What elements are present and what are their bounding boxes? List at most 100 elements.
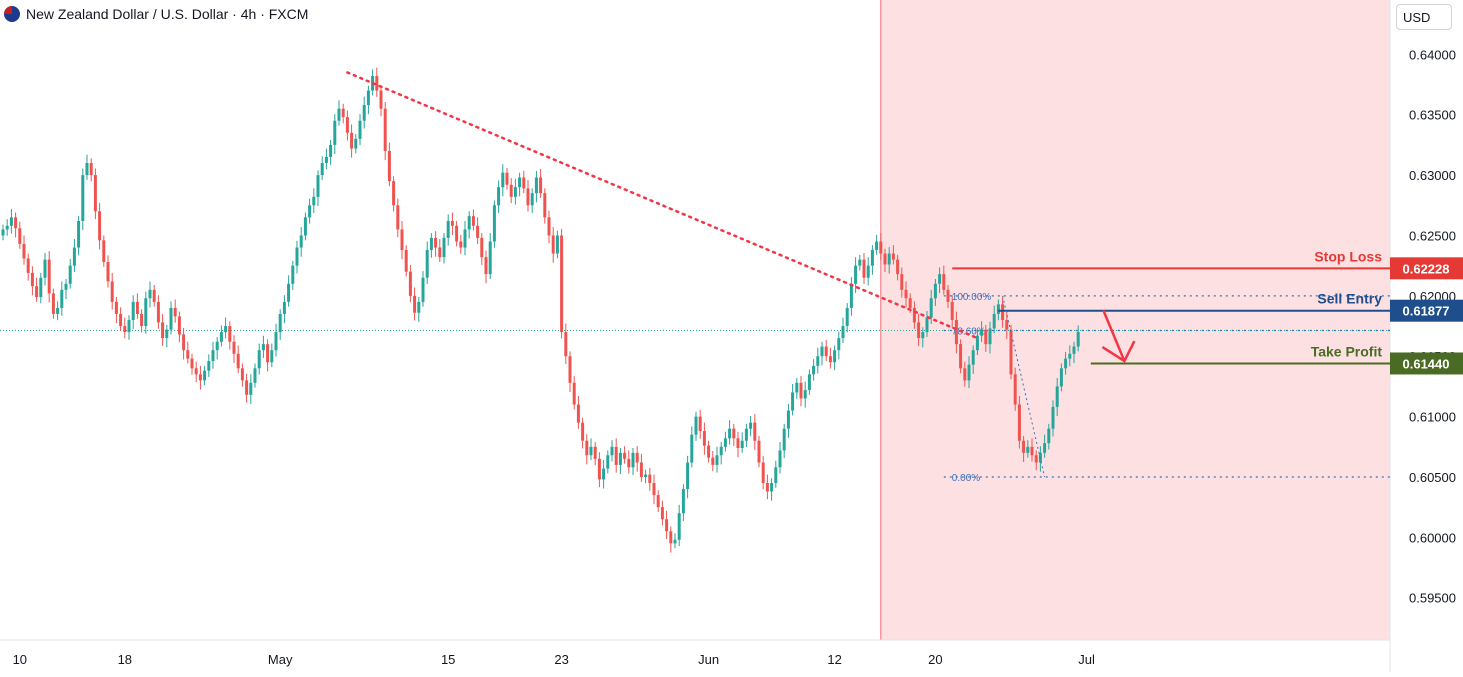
candle: [98, 202, 102, 250]
candle-body: [644, 474, 648, 477]
candle-body: [1017, 404, 1021, 441]
y-tick-label: 0.64000: [1409, 47, 1456, 62]
candle-body: [803, 390, 807, 399]
candle-body: [761, 462, 765, 484]
candle: [757, 435, 761, 468]
candle-body: [345, 117, 349, 133]
candle-body: [72, 247, 76, 266]
trendline: [346, 71, 979, 340]
candle-body: [140, 313, 144, 327]
candle: [547, 210, 551, 244]
candle: [1047, 423, 1051, 450]
candle: [102, 235, 106, 267]
candle: [43, 252, 47, 286]
candle-body: [106, 262, 110, 282]
candle-body: [127, 320, 131, 333]
candle-body: [694, 416, 698, 435]
candle-body: [942, 274, 946, 290]
candle-body: [375, 76, 379, 91]
candle: [534, 170, 538, 203]
candle: [30, 266, 34, 296]
candle: [35, 277, 39, 302]
candle: [379, 85, 383, 117]
candle-body: [404, 249, 408, 272]
candle: [917, 313, 921, 346]
y-tick-label: 0.63000: [1409, 168, 1456, 183]
candle-body: [148, 289, 152, 299]
candle-body: [522, 177, 526, 189]
candle: [639, 454, 643, 482]
candle: [744, 423, 748, 448]
candle-body: [1001, 304, 1005, 320]
candle-body: [295, 247, 299, 266]
candle: [413, 287, 417, 321]
currency-label: USD: [1403, 9, 1431, 25]
candle: [1076, 325, 1080, 352]
candle: [728, 420, 732, 445]
candle: [761, 455, 765, 490]
candle-body: [904, 289, 908, 299]
candle: [891, 245, 895, 265]
candle: [858, 254, 862, 271]
candle: [161, 313, 165, 346]
candle-body: [732, 428, 736, 439]
candle: [417, 297, 421, 322]
candle: [925, 310, 929, 337]
candle: [177, 311, 181, 343]
candle: [543, 188, 547, 224]
candle-body: [81, 175, 85, 221]
candle-body: [677, 513, 681, 540]
candle: [921, 327, 925, 348]
candle: [845, 303, 849, 333]
candle-body: [22, 243, 26, 259]
candle: [257, 343, 261, 375]
candle-body: [1072, 346, 1076, 354]
y-tick-label: 0.61000: [1409, 410, 1456, 425]
candle-body: [912, 307, 916, 323]
chart-title-bar: New Zealand Dollar / U.S. Dollar · 4h · …: [4, 6, 308, 22]
candle: [564, 323, 568, 364]
candle: [1001, 297, 1005, 328]
candle-body: [123, 326, 127, 333]
candle-body: [5, 225, 9, 230]
candle-body: [219, 332, 223, 342]
candle: [959, 339, 963, 374]
currency-selector[interactable]: USD: [1396, 4, 1452, 30]
candle: [1043, 434, 1047, 458]
candle: [820, 341, 824, 366]
candle-body: [39, 277, 43, 298]
candle: [686, 455, 690, 499]
candle-body: [173, 307, 177, 317]
candle: [879, 233, 883, 260]
candle: [1017, 396, 1021, 449]
fib-level-label: 100.00%: [952, 292, 992, 303]
candle-body: [43, 259, 47, 278]
candle: [119, 307, 123, 331]
candle-body: [56, 307, 60, 314]
candle: [719, 441, 723, 465]
candle-body: [597, 458, 601, 480]
candle: [765, 474, 769, 500]
candle: [194, 361, 198, 383]
candle-body: [656, 495, 660, 508]
candle-body: [89, 163, 93, 176]
candle-body: [698, 416, 702, 432]
candle-body: [1030, 446, 1034, 456]
candle: [681, 484, 685, 521]
candle: [60, 281, 64, 316]
candle-body: [660, 507, 664, 520]
candle-body: [1043, 443, 1047, 453]
candle-body: [984, 329, 988, 345]
candle: [190, 353, 194, 375]
candle-body: [1009, 329, 1013, 375]
candle: [627, 450, 631, 474]
candle-body: [786, 410, 790, 429]
candle: [614, 438, 618, 473]
candle-body: [30, 272, 34, 287]
candle: [408, 265, 412, 303]
candle: [984, 324, 988, 352]
candle-body: [203, 370, 207, 381]
candle: [1009, 324, 1013, 380]
